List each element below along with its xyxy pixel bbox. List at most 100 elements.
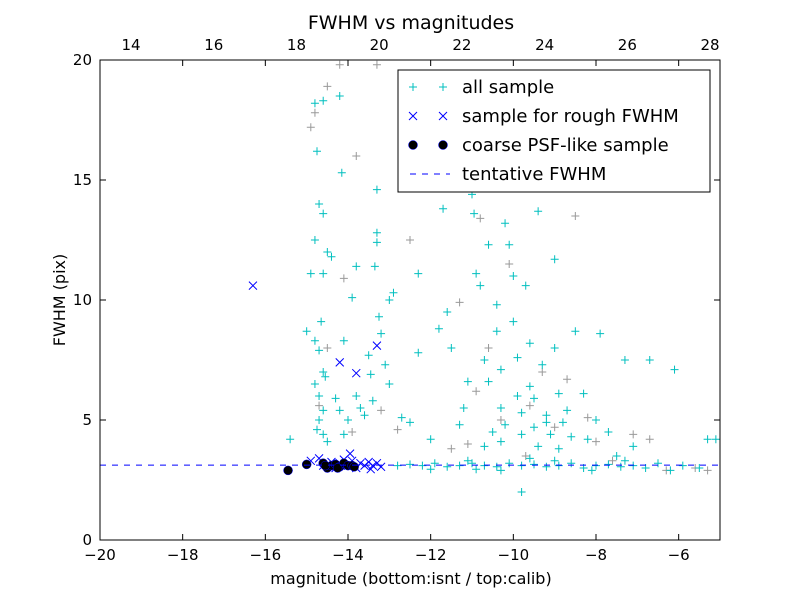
x-tick-label: −16	[250, 546, 282, 564]
data-point	[406, 460, 414, 469]
data-point	[337, 168, 346, 177]
data-point	[381, 360, 390, 369]
data-point	[554, 389, 563, 398]
x-tick-label: −14	[332, 546, 364, 564]
data-point	[356, 404, 365, 412]
x-axis-label: magnitude (bottom:isnt / top:calib)	[270, 569, 551, 588]
data-point	[579, 389, 588, 398]
data-point	[283, 465, 293, 476]
data-point	[546, 430, 555, 439]
x-tick-label: −20	[84, 546, 116, 564]
data-point	[484, 344, 493, 352]
data-point	[339, 430, 348, 439]
data-point	[496, 416, 505, 424]
data-point	[463, 456, 472, 465]
data-point	[335, 60, 344, 69]
top-x-tick-label: 20	[370, 36, 389, 54]
data-point	[501, 420, 510, 429]
data-point	[517, 408, 526, 417]
data-point	[377, 406, 386, 415]
data-point	[492, 327, 501, 336]
y-tick-label: 5	[82, 411, 92, 429]
data-point	[629, 430, 638, 439]
top-x-tick-label: 28	[701, 36, 720, 54]
axis-ticks: −20 −18 −16 −14 −12 −10 −8 −6 14 16 18 20 22 24 26 28 0 5…	[73, 36, 720, 564]
data-point	[335, 406, 344, 415]
data-point	[459, 404, 468, 412]
data-point	[534, 207, 543, 216]
data-point	[414, 269, 423, 278]
data-point	[542, 462, 551, 471]
data-point	[327, 252, 336, 261]
data-point	[612, 452, 621, 460]
legend-marker-icon	[438, 140, 448, 150]
data-point	[480, 356, 489, 364]
data-point	[372, 341, 382, 350]
data-point	[321, 372, 330, 381]
x-tick-label: −8	[585, 546, 607, 564]
data-point	[496, 466, 505, 475]
data-point	[364, 351, 373, 360]
data-point	[571, 327, 580, 336]
data-point	[558, 418, 567, 427]
data-point	[319, 96, 328, 105]
data-point	[525, 454, 534, 463]
data-point	[476, 214, 485, 223]
y-tick-label: 20	[73, 51, 92, 69]
data-point	[368, 461, 378, 470]
data-point	[414, 348, 423, 357]
data-point	[620, 356, 629, 364]
data-point	[488, 428, 497, 436]
data-point	[352, 392, 361, 400]
data-point	[620, 456, 629, 465]
data-point	[375, 312, 383, 321]
data-point	[513, 392, 522, 400]
data-point	[331, 394, 340, 403]
data-point	[455, 298, 464, 307]
top-x-tick-label: 22	[452, 36, 471, 54]
legend-label: coarse PSF-like sample	[462, 135, 669, 156]
data-point	[406, 418, 414, 427]
data-point	[592, 437, 600, 446]
data-point	[583, 435, 592, 444]
data-point	[385, 296, 394, 304]
series-grey-sample	[306, 60, 712, 475]
data-point	[513, 353, 522, 362]
data-point	[468, 459, 476, 468]
legend-item: tentative FWHM	[410, 164, 606, 185]
data-point	[530, 423, 538, 432]
data-point	[563, 375, 572, 384]
data-point	[567, 432, 576, 441]
top-x-tick-label: 16	[204, 36, 223, 54]
data-point	[315, 200, 324, 208]
data-point	[310, 99, 319, 108]
data-point	[670, 365, 679, 374]
data-point	[538, 360, 547, 369]
data-point	[550, 423, 559, 432]
data-point	[372, 185, 381, 194]
y-tick-label: 10	[73, 291, 92, 309]
data-point	[542, 418, 551, 427]
legend-item: all sample	[409, 77, 554, 98]
data-point	[604, 460, 613, 469]
data-point	[434, 324, 443, 333]
data-point	[372, 60, 381, 69]
data-point	[695, 464, 704, 472]
data-point	[393, 425, 402, 434]
data-point	[472, 269, 481, 278]
data-point	[496, 404, 505, 412]
legend-item: sample for rough FWHM	[408, 106, 679, 127]
data-point	[339, 274, 348, 283]
data-point	[501, 219, 510, 228]
data-point	[323, 344, 332, 352]
data-point	[554, 444, 563, 453]
data-point	[323, 248, 332, 256]
data-point	[351, 368, 361, 378]
data-point	[332, 463, 343, 473]
top-x-tick-label: 26	[618, 36, 637, 54]
data-point	[323, 437, 332, 446]
data-point	[484, 240, 493, 249]
data-point	[455, 420, 464, 429]
y-tick-label: 0	[82, 531, 92, 549]
